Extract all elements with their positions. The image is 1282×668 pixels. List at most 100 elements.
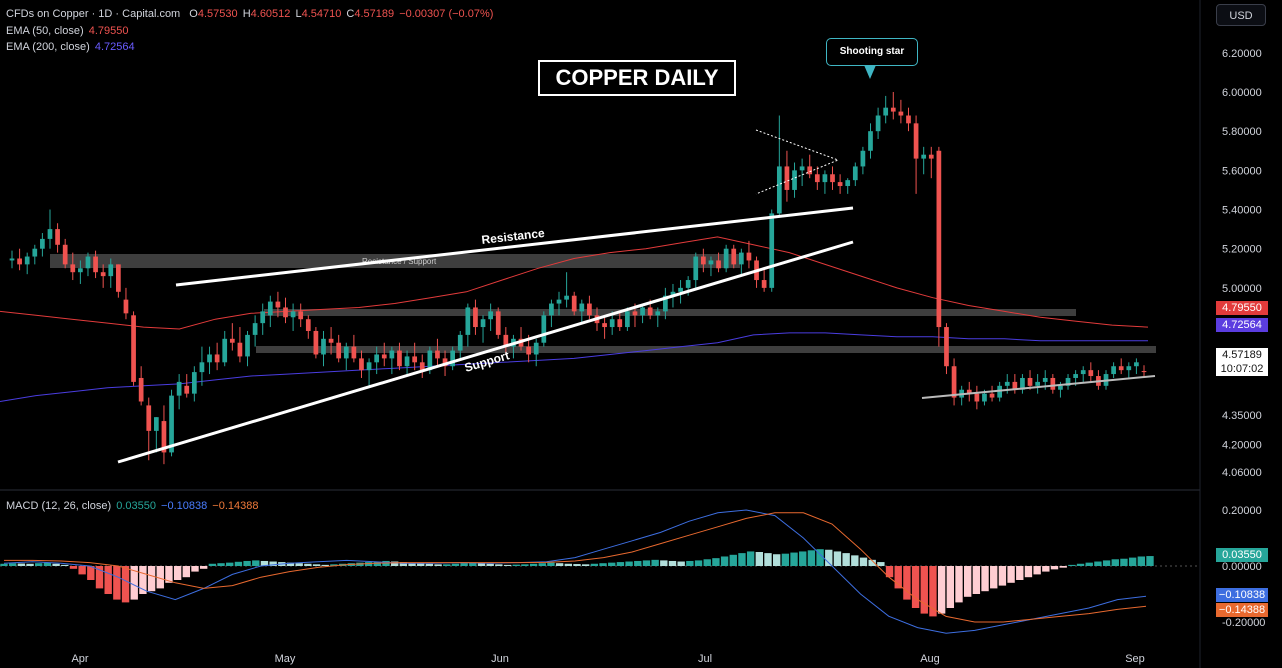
- candle-body: [397, 350, 402, 367]
- candle-body: [17, 258, 22, 265]
- candle-body: [564, 295, 569, 300]
- macd-histogram-bar: [529, 563, 538, 566]
- macd-histogram-bar: [364, 562, 373, 566]
- candle-body: [549, 303, 554, 316]
- macd-histogram-bar: [217, 563, 225, 566]
- price-tick-label: 5.20000: [1222, 244, 1262, 256]
- candle-body: [435, 350, 440, 359]
- macd-histogram-bar: [894, 566, 902, 589]
- candle-body: [830, 174, 835, 183]
- symbol-title: CFDs on Copper · 1D · Capital.com: [6, 8, 181, 20]
- candle-body: [381, 354, 387, 359]
- candle-body: [495, 311, 501, 335]
- candle-body: [450, 350, 455, 367]
- macd-histogram-bar: [234, 561, 243, 566]
- macd-histogram-bar: [382, 560, 390, 566]
- macd-histogram-bar: [686, 560, 694, 566]
- macd-histogram-bar: [1085, 562, 1093, 566]
- date-tick-label: Aug: [920, 653, 940, 665]
- candle-body: [313, 330, 319, 355]
- macd-histogram-bar: [703, 559, 711, 566]
- lower-zone: [256, 346, 1156, 353]
- date-tick-label: Jul: [698, 653, 712, 665]
- ema200-price-tag: 4.72564: [1216, 318, 1268, 332]
- candle-body: [214, 354, 220, 363]
- price-tick-label: 5.80000: [1222, 126, 1262, 138]
- macd-tick-label: -0.20000: [1222, 617, 1265, 629]
- macd-histogram-bar: [269, 561, 277, 566]
- zone-label: Resistance / Support: [362, 257, 437, 266]
- candle-body: [1134, 362, 1139, 367]
- candle-body: [138, 377, 144, 402]
- macd-histogram-bar: [1033, 566, 1041, 575]
- candle-body: [837, 182, 843, 187]
- candle-body: [70, 264, 76, 273]
- macd-tick-label: 0.00000: [1222, 561, 1262, 573]
- macd-histogram-bar: [946, 566, 955, 608]
- candle-body: [275, 301, 281, 308]
- currency-button[interactable]: USD: [1216, 4, 1266, 26]
- high-value: 4.60512: [250, 8, 291, 20]
- macd-histogram-bar: [920, 566, 928, 614]
- macd-histogram-bar: [26, 563, 34, 566]
- macd-histogram-bar: [321, 564, 329, 566]
- macd-histogram-bar: [616, 562, 625, 566]
- candle-body: [533, 342, 539, 355]
- candle-body: [47, 229, 53, 239]
- candle-body: [419, 362, 425, 371]
- macd-legend: MACD (12, 26, close) 0.03550 −0.10838 −0…: [6, 500, 260, 512]
- candle-body: [640, 307, 645, 316]
- price-tick-label: 5.00000: [1222, 283, 1262, 295]
- macd-histogram-bar: [738, 553, 746, 566]
- candle-body: [738, 252, 744, 265]
- macd-histogram-bar: [130, 566, 138, 600]
- macd-histogram-bar: [408, 562, 416, 566]
- candle-body: [457, 334, 463, 351]
- macd-histogram-bar: [312, 564, 321, 566]
- macd-histogram-bar: [720, 556, 729, 566]
- ema50-line: [0, 236, 1149, 330]
- candle-body: [9, 258, 15, 261]
- pennant-outline: [755, 129, 840, 195]
- candle-body: [321, 338, 326, 355]
- macd-histogram-bar: [199, 566, 208, 569]
- candle-body: [412, 356, 418, 363]
- candle-body: [404, 356, 410, 367]
- candle-body: [85, 256, 91, 269]
- candle-body: [685, 280, 691, 288]
- macd-histogram-bar: [859, 557, 868, 566]
- price-tick-label: 5.60000: [1222, 165, 1262, 177]
- candle-body: [556, 299, 562, 304]
- candle-body: [146, 405, 152, 431]
- macd-histogram-bar: [8, 563, 17, 566]
- macd-histogram-bar: [1102, 560, 1111, 566]
- macd-histogram-bar: [981, 566, 989, 592]
- candle-body: [442, 358, 448, 367]
- macd-hist-tag: 0.03550: [1216, 548, 1268, 562]
- macd-histogram-bar: [495, 564, 503, 566]
- macd-histogram-bar: [121, 566, 130, 603]
- candle-body: [1020, 377, 1025, 390]
- macd-hist-value: 0.03550: [116, 500, 156, 512]
- candle-body: [298, 311, 304, 320]
- macd-signal-value: −0.14388: [212, 500, 259, 512]
- candle-body: [693, 256, 699, 281]
- macd-histogram-bar: [469, 562, 477, 566]
- macd-histogram-bar: [503, 564, 512, 566]
- candle-body: [731, 248, 737, 265]
- candle-body: [78, 268, 83, 273]
- ema50-value: 4.79550: [88, 25, 129, 37]
- candle-body: [845, 180, 851, 187]
- candle-body: [625, 311, 630, 328]
- candle-body: [245, 334, 250, 357]
- low-label: L: [295, 8, 302, 20]
- macd-histogram-bar: [642, 560, 651, 566]
- support-trendline: [117, 240, 854, 464]
- candle-body: [473, 307, 478, 328]
- macd-label: MACD (12, 26, close): [6, 500, 112, 512]
- candle-body: [1027, 377, 1033, 386]
- candle-body: [1111, 366, 1116, 375]
- candle-body: [199, 362, 205, 373]
- macd-histogram-bar: [746, 551, 755, 566]
